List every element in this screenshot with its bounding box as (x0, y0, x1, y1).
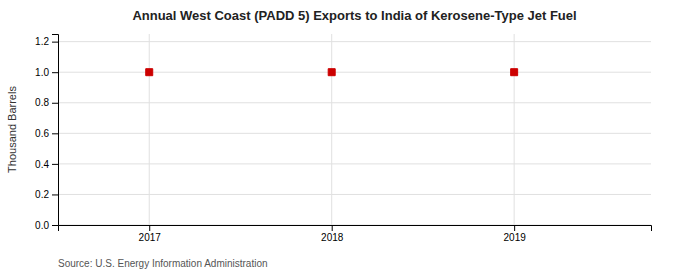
point (328, 69, 335, 76)
y-grid-line (58, 194, 651, 195)
y-axis-line (52, 35, 59, 226)
x-tick-mark (149, 225, 150, 231)
y-tick-mark (52, 103, 58, 104)
y-grid-line (58, 133, 651, 134)
y-axis: 0.0 0.2 0.4 0.6 0.8 1.0 1.2 (35, 35, 58, 231)
y-tick: 0.0 (35, 220, 58, 231)
x-axis: 2017 2018 2019 (59, 225, 652, 243)
y-tick-label: 0.8 (35, 97, 49, 108)
y-tick: 1.0 (35, 67, 58, 78)
y-tick-mark (52, 164, 58, 165)
y-grid-line (58, 102, 651, 103)
y-tick-mark (52, 133, 58, 134)
y-tick-mark (52, 42, 58, 43)
y-tick-label: 1.0 (35, 67, 49, 78)
points (146, 69, 518, 76)
x-axis-line (59, 226, 652, 232)
x-tick: 2019 (504, 225, 527, 243)
y-tick: 0.8 (35, 97, 58, 108)
x-grid-line (331, 34, 332, 225)
y-tick-label: 0.4 (35, 159, 49, 170)
y-tick: 0.6 (35, 128, 58, 139)
x-tick-mark (514, 225, 515, 231)
x-tick: 2017 (139, 225, 162, 243)
point (146, 69, 153, 76)
x-tick-mark (332, 225, 333, 231)
y-grid-line (58, 41, 651, 42)
y-axis-title: Thousand Barrels (6, 86, 18, 173)
chart: Annual West Coast (PADD 5) Exports to In… (0, 0, 675, 275)
y-tick-mark (52, 194, 58, 195)
y-tick-mark (52, 225, 58, 226)
x-grid-line (149, 34, 150, 225)
y-tick: 0.4 (35, 159, 58, 170)
y-tick-label: 1.2 (35, 36, 49, 47)
grid (58, 34, 651, 225)
x-tick-label: 2017 (139, 232, 162, 243)
y-tick: 0.2 (35, 189, 58, 200)
y-tick-label: 0.0 (35, 220, 49, 231)
x-tick-label: 2018 (321, 232, 344, 243)
x-grid-line (514, 34, 515, 225)
y-tick-label: 0.2 (35, 189, 49, 200)
y-grid-line (58, 163, 651, 164)
y-tick-mark (52, 72, 58, 73)
point (511, 69, 518, 76)
title: Annual West Coast (PADD 5) Exports to In… (132, 8, 576, 23)
y-tick-label: 0.6 (35, 128, 49, 139)
annotation: Source: U.S. Energy Information Administ… (58, 258, 268, 269)
y-tick: 1.2 (35, 36, 58, 47)
x-tick: 2018 (321, 225, 344, 243)
x-tick-label: 2019 (504, 232, 527, 243)
plot: 2017 2018 2019 0.0 0.2 0.4 0.6 0.8 1.0 1.2 (35, 34, 651, 243)
